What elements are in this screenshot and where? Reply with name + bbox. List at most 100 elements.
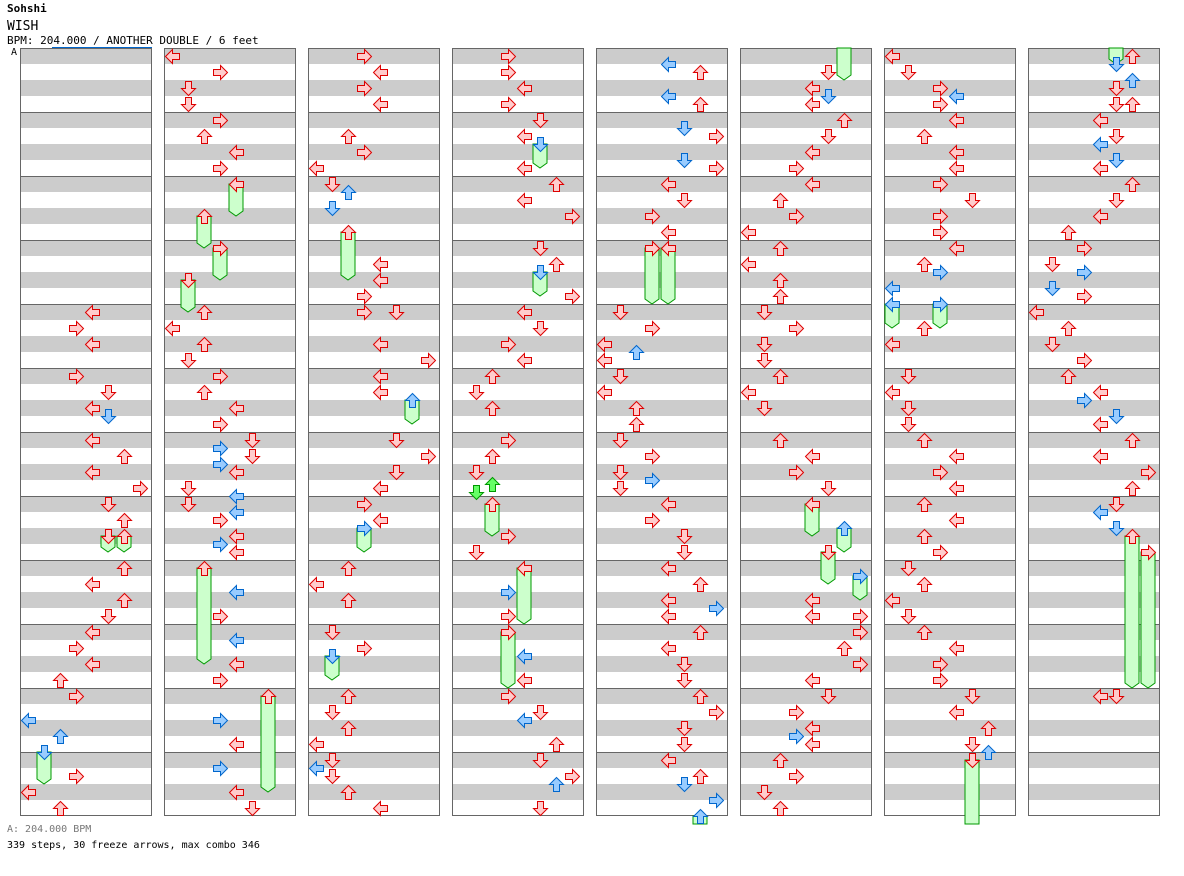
eighth-right-arrow-icon xyxy=(213,760,229,777)
arrow-layer xyxy=(884,48,997,769)
quarter-down-arrow-icon xyxy=(676,673,693,689)
quarter-up-arrow-icon xyxy=(1124,176,1141,192)
stripe xyxy=(452,176,584,192)
stripe xyxy=(740,432,872,448)
quarter-left-arrow-icon xyxy=(596,336,612,353)
eighth-down-arrow-icon xyxy=(1108,153,1125,169)
quarter-right-arrow-icon xyxy=(789,208,805,225)
stripe xyxy=(452,336,584,352)
quarter-down-arrow-icon xyxy=(676,721,693,737)
stripe xyxy=(596,112,728,128)
stripe xyxy=(164,112,296,128)
stripe xyxy=(308,752,440,768)
quarter-up-arrow-icon xyxy=(1124,432,1141,448)
freeze-arrow-body xyxy=(1124,535,1140,689)
stripe xyxy=(20,80,152,96)
quarter-left-arrow-icon xyxy=(84,464,100,481)
stripe xyxy=(164,624,296,640)
quarter-right-arrow-icon xyxy=(933,656,949,673)
stripe xyxy=(740,336,872,352)
quarter-down-arrow-icon xyxy=(532,753,549,769)
quarter-left-arrow-icon xyxy=(660,592,676,609)
stripe xyxy=(20,48,152,64)
eighth-left-arrow-icon xyxy=(228,584,244,601)
quarter-left-arrow-icon xyxy=(228,528,244,545)
quarter-down-arrow-icon xyxy=(900,609,917,625)
arrow-layer xyxy=(468,48,581,817)
stripe xyxy=(740,688,872,704)
quarter-left-arrow-icon xyxy=(948,640,964,657)
quarter-down-arrow-icon xyxy=(676,193,693,209)
stripe xyxy=(164,304,296,320)
stripe xyxy=(308,240,440,256)
chart-info: BPM: 204.000 / ANOTHER DOUBLE / 6 feet xyxy=(7,34,259,47)
quarter-left-arrow-icon xyxy=(660,608,676,625)
quarter-down-arrow-icon xyxy=(244,433,261,449)
stripe xyxy=(1028,560,1160,576)
chart-column-3 xyxy=(308,48,440,816)
quarter-right-arrow-icon xyxy=(357,304,373,321)
quarter-right-arrow-icon xyxy=(501,64,517,81)
quarter-down-arrow-icon xyxy=(100,609,117,625)
stripe xyxy=(884,272,1016,288)
quarter-up-arrow-icon xyxy=(52,672,69,688)
stripe xyxy=(452,48,584,64)
quarter-right-arrow-icon xyxy=(501,336,517,353)
quarter-down-arrow-icon xyxy=(1108,689,1125,705)
quarter-right-arrow-icon xyxy=(357,288,373,305)
quarter-right-arrow-icon xyxy=(933,464,949,481)
quarter-right-arrow-icon xyxy=(213,512,229,529)
stripe xyxy=(452,784,584,800)
eighth-left-arrow-icon xyxy=(660,56,676,73)
quarter-down-arrow-icon xyxy=(180,97,197,113)
eighth-down-arrow-icon xyxy=(676,777,693,793)
quarter-down-arrow-icon xyxy=(900,369,917,385)
stripe xyxy=(308,720,440,736)
stripe xyxy=(596,720,728,736)
quarter-up-arrow-icon xyxy=(196,208,213,224)
quarter-left-arrow-icon xyxy=(660,224,676,241)
stripe xyxy=(884,432,1016,448)
quarter-down-arrow-icon xyxy=(532,801,549,817)
quarter-left-arrow-icon xyxy=(228,400,244,417)
quarter-left-arrow-icon xyxy=(1092,112,1108,129)
column-border xyxy=(1028,48,1160,816)
stripe xyxy=(164,592,296,608)
stripe xyxy=(452,464,584,480)
eighth-left-arrow-icon xyxy=(884,280,900,297)
stripe xyxy=(308,592,440,608)
quarter-right-arrow-icon xyxy=(69,320,85,337)
stripe xyxy=(1028,368,1160,384)
quarter-left-arrow-icon xyxy=(804,448,820,465)
column-border xyxy=(452,48,584,816)
quarter-right-arrow-icon xyxy=(1141,544,1157,561)
stripe xyxy=(884,784,1016,800)
freeze-arrow-body xyxy=(660,247,676,305)
stripe xyxy=(452,752,584,768)
quarter-down-arrow-icon xyxy=(964,689,981,705)
quarter-down-arrow-icon xyxy=(468,545,485,561)
stripe xyxy=(1028,80,1160,96)
quarter-left-arrow-icon xyxy=(372,64,388,81)
quarter-left-arrow-icon xyxy=(516,192,532,209)
stripe xyxy=(164,688,296,704)
stripe xyxy=(884,208,1016,224)
quarter-up-arrow-icon xyxy=(116,592,133,608)
stripe xyxy=(740,656,872,672)
quarter-up-arrow-icon xyxy=(52,800,69,816)
quarter-left-arrow-icon xyxy=(1028,304,1044,321)
quarter-left-arrow-icon xyxy=(1092,160,1108,177)
quarter-down-arrow-icon xyxy=(676,657,693,673)
quarter-left-arrow-icon xyxy=(308,736,324,753)
quarter-up-arrow-icon xyxy=(692,576,709,592)
quarter-down-arrow-icon xyxy=(820,689,837,705)
stripe xyxy=(1028,656,1160,672)
stripe xyxy=(452,208,584,224)
stripe xyxy=(308,400,440,416)
stripe xyxy=(164,496,296,512)
stripe xyxy=(740,240,872,256)
quarter-up-arrow-icon xyxy=(772,800,789,816)
quarter-up-arrow-icon xyxy=(116,528,133,544)
eighth-up-arrow-icon xyxy=(628,344,645,360)
quarter-down-arrow-icon xyxy=(468,465,485,481)
